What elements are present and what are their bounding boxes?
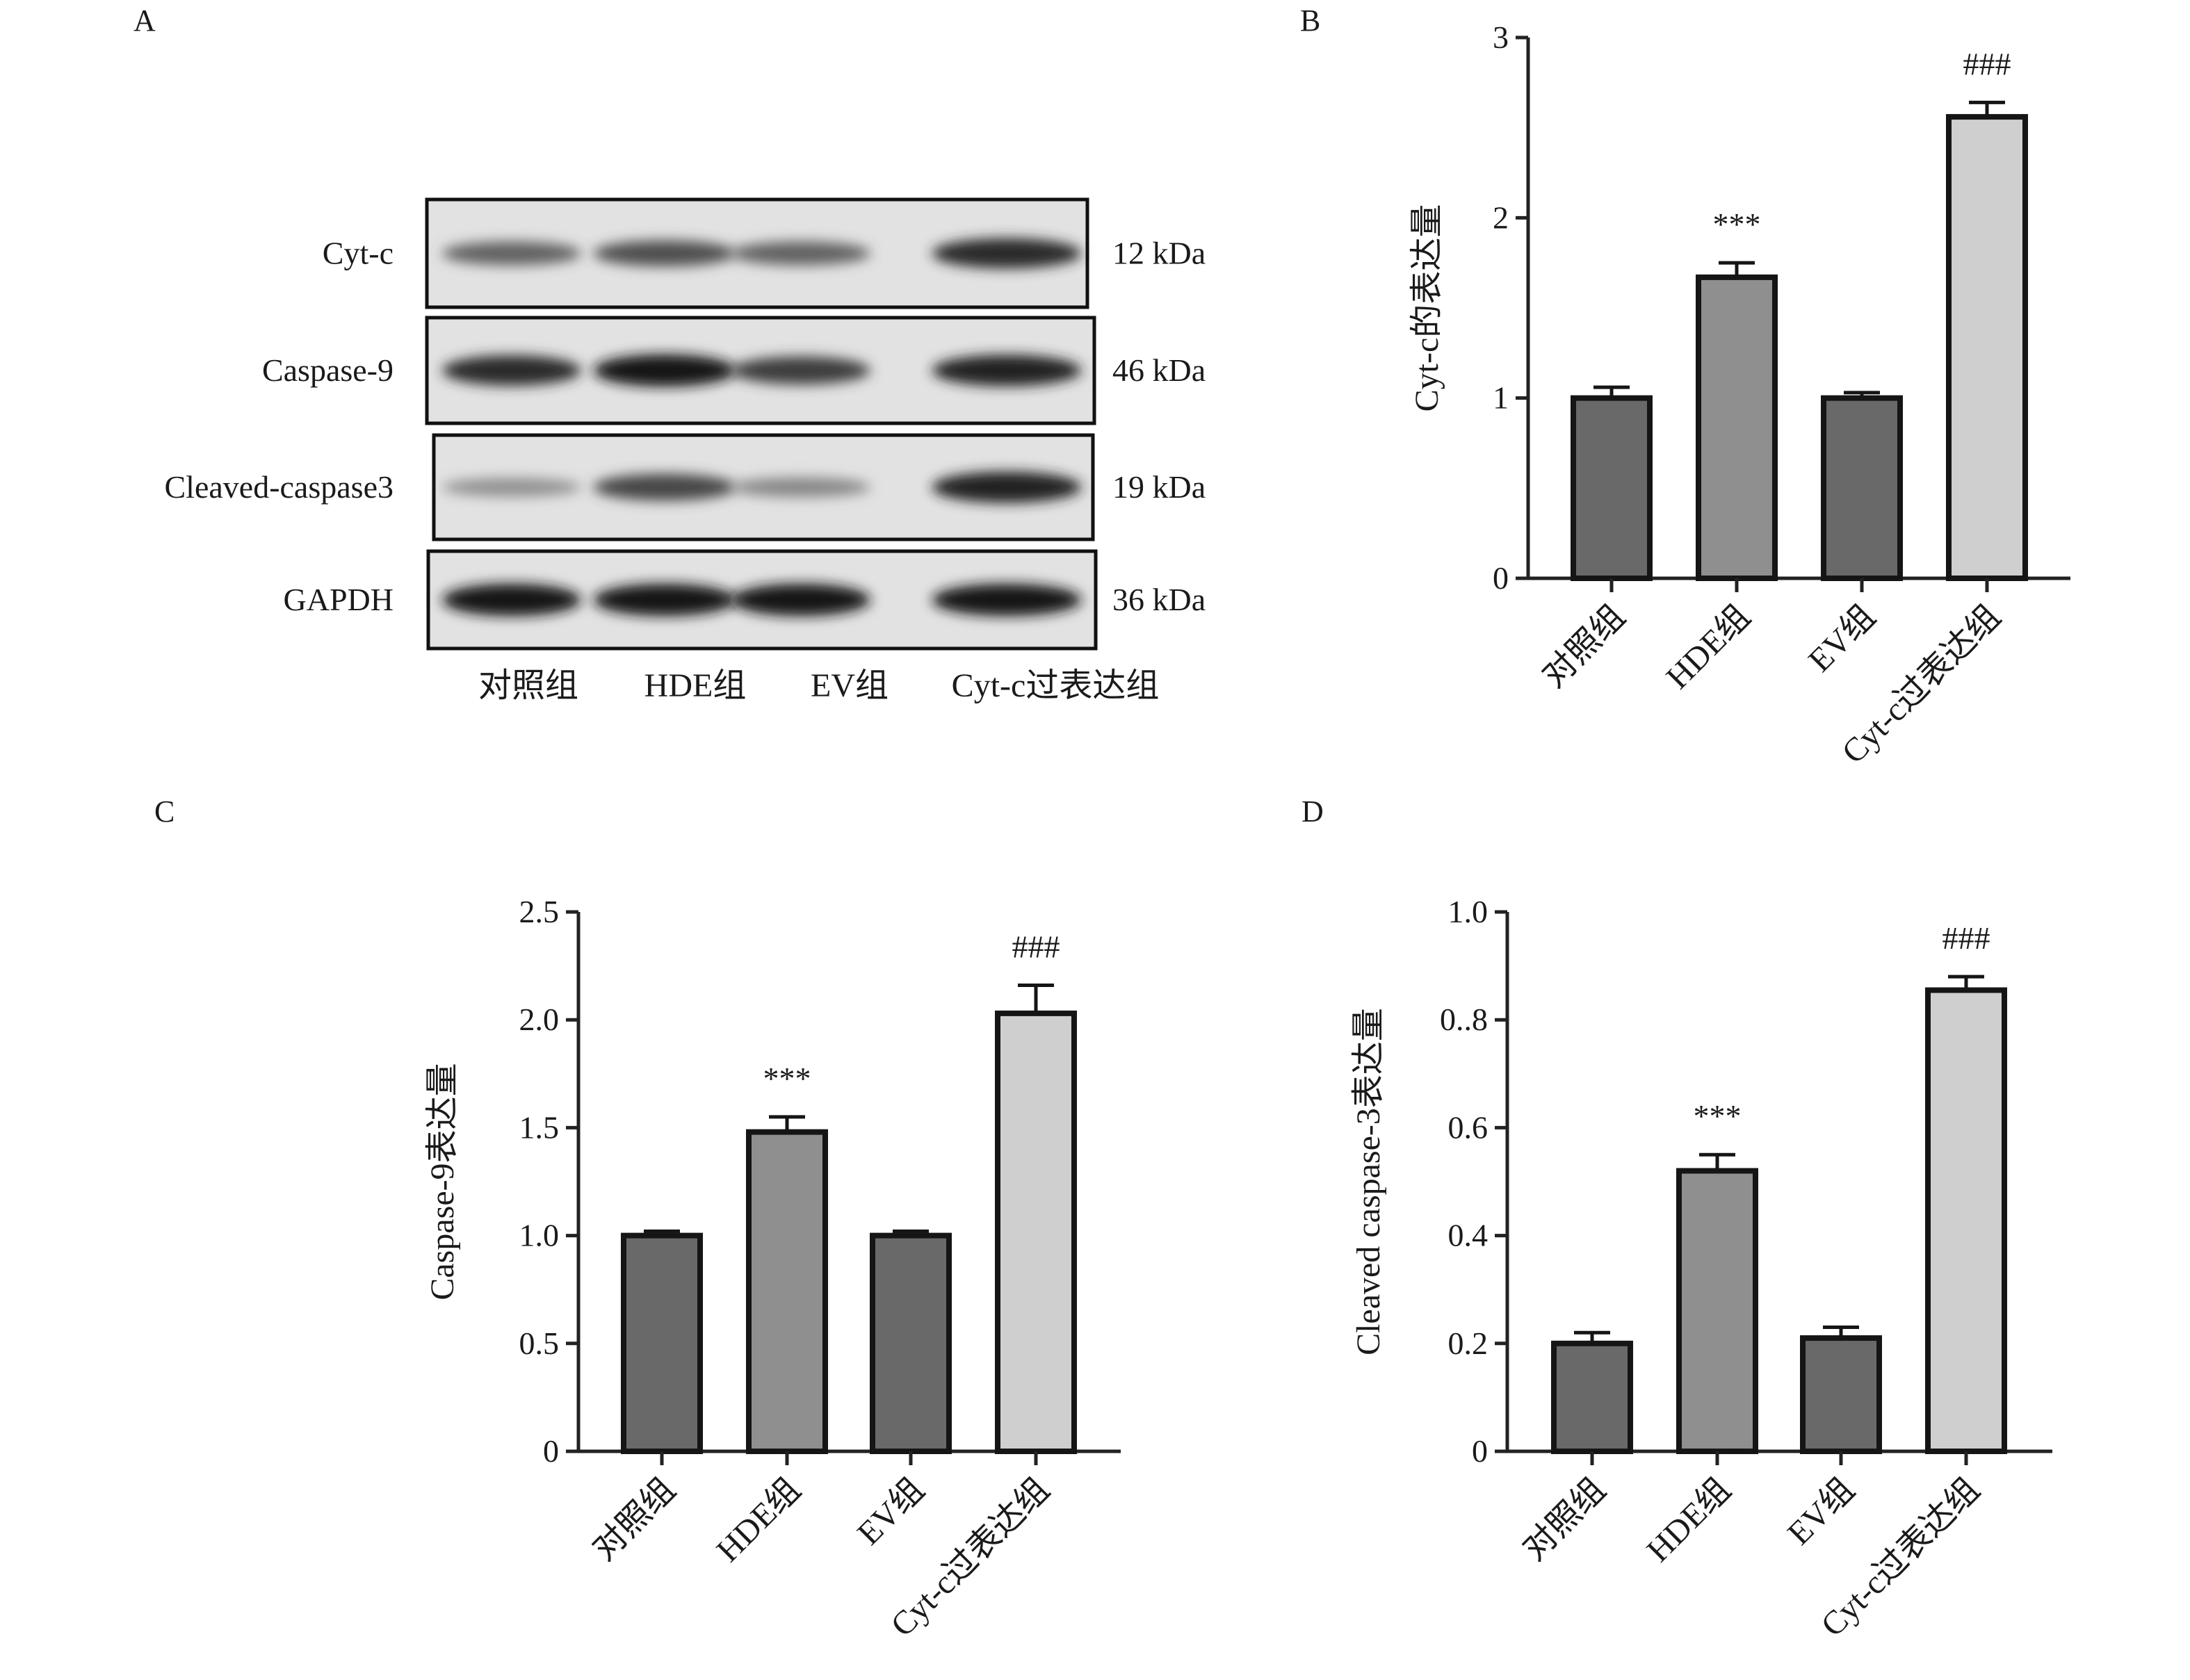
bar [1551, 1340, 1633, 1455]
significance-label: *** [763, 1061, 811, 1096]
y-tick-label: 0.6 [1448, 1109, 1489, 1145]
y-axis-label: Caspase-9表达量 [424, 1063, 461, 1300]
y-tick-label: 2.0 [519, 1002, 560, 1037]
blot-size-label: 36 kDa [1112, 582, 1206, 617]
y-tick-label: 0.2 [1448, 1326, 1489, 1361]
blot-band [731, 356, 870, 385]
y-tick-label: 2.5 [519, 894, 560, 929]
blot-band [731, 241, 870, 266]
blot-band [442, 478, 581, 497]
blot-row-label: Cyt-c [323, 236, 394, 271]
blot-band [932, 354, 1082, 386]
blot-band [593, 473, 736, 501]
blot-band [442, 583, 581, 617]
bar [1821, 395, 1903, 582]
bar [1696, 274, 1778, 581]
blot-band [932, 471, 1082, 503]
blot-size-label: 46 kDa [1112, 352, 1206, 388]
blot-row-label: Cleaved-caspase3 [164, 469, 394, 505]
bar [1800, 1335, 1882, 1455]
blot-band [442, 355, 581, 386]
y-tick-label: 2 [1493, 199, 1509, 235]
y-tick-label: 1.0 [1448, 894, 1489, 929]
bar [621, 1232, 703, 1454]
significance-label: *** [1713, 206, 1761, 242]
blot-lane-label: EV组 [811, 667, 889, 704]
western-blot: Cyt-c 12 kDa Caspase-9 46 kDa Cleaved-caspas… [164, 197, 1206, 704]
bar [746, 1129, 828, 1455]
blot-row-label: GAPDH [284, 582, 394, 617]
blot-row-label: Caspase-9 [262, 352, 394, 388]
y-tick-label: 1.0 [519, 1218, 560, 1253]
blot-size-label: 12 kDa [1112, 236, 1206, 271]
blot-band [731, 583, 870, 617]
x-tick-label: HDE组 [1660, 598, 1758, 696]
y-tick-label: 1.5 [519, 1109, 560, 1145]
y-tick-label: 0 [543, 1433, 559, 1469]
bar [1925, 987, 2007, 1454]
significance-label: ### [1012, 929, 1060, 965]
x-tick-label: EV组 [1781, 1471, 1862, 1552]
y-tick-label: 0 [1493, 560, 1509, 596]
panel-label-c: C [154, 794, 175, 829]
y-tick-label: 0.4 [1448, 1218, 1489, 1253]
y-tick-label: 0.5 [519, 1326, 560, 1361]
bar [870, 1232, 952, 1454]
x-tick-label: 对照组 [585, 1471, 682, 1567]
significance-label: ### [1963, 46, 2011, 81]
x-tick-label: 对照组 [1535, 598, 1632, 694]
y-tick-label: 3 [1493, 19, 1509, 55]
blot-size-label: 19 kDa [1112, 469, 1206, 505]
bar-chart-d: 0 0.2 0.4 0.6 0..8 1.0 Cleaved caspase-3表达量对照组… [1350, 894, 2052, 1644]
blot-lane-label: HDE组 [644, 667, 747, 704]
y-tick-label: 0..8 [1440, 1002, 1488, 1037]
y-axis-label: Cleaved caspase-3表达量 [1350, 1008, 1387, 1355]
panel-label-d: D [1301, 794, 1324, 829]
blot-band [593, 354, 736, 387]
significance-label: *** [1694, 1098, 1742, 1134]
blot-lane-label: 对照组 [478, 667, 578, 704]
x-tick-label: EV组 [850, 1471, 932, 1552]
blot-band [442, 241, 581, 266]
y-tick-label: 0 [1472, 1433, 1488, 1469]
blot-band [932, 583, 1082, 617]
bar [1946, 114, 2028, 581]
bar [1571, 395, 1653, 582]
panel-label-a: A [133, 3, 156, 38]
x-tick-label: EV组 [1801, 598, 1883, 679]
x-tick-label: 对照组 [1516, 1471, 1612, 1567]
panel-label-b: B [1300, 3, 1320, 38]
y-tick-label: 1 [1493, 380, 1509, 416]
significance-label: ### [1942, 920, 1990, 956]
x-tick-label: HDE组 [710, 1471, 808, 1569]
blot-band [731, 477, 870, 498]
bar [1676, 1168, 1758, 1454]
x-tick-label: HDE组 [1640, 1471, 1738, 1569]
blot-band [593, 240, 736, 267]
y-axis-label: Cyt-c的表达量 [1409, 204, 1445, 412]
blot-band [593, 583, 736, 617]
blot-lane-label: Cyt-c过表达组 [952, 667, 1160, 704]
bar [995, 1010, 1077, 1454]
blot-band [932, 238, 1082, 269]
